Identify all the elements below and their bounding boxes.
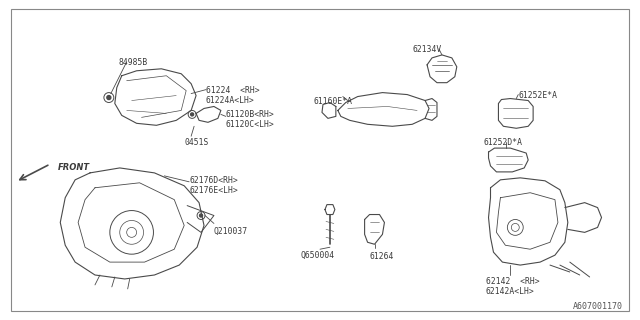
Text: 61224  <RH>: 61224 <RH> xyxy=(206,86,260,95)
Text: 61252E*A: 61252E*A xyxy=(518,91,557,100)
Text: 62134V: 62134V xyxy=(412,45,442,54)
Text: 61264: 61264 xyxy=(369,252,394,261)
Text: 62176D<RH>: 62176D<RH> xyxy=(189,176,238,185)
Text: 61224A<LH>: 61224A<LH> xyxy=(206,96,255,105)
Text: Q650004: Q650004 xyxy=(300,251,334,260)
Circle shape xyxy=(200,214,202,217)
Text: 62142A<LH>: 62142A<LH> xyxy=(486,287,534,296)
Text: 84985B: 84985B xyxy=(119,58,148,67)
Text: 61160E*A: 61160E*A xyxy=(313,97,352,106)
Text: Q210037: Q210037 xyxy=(214,228,248,236)
Circle shape xyxy=(107,96,111,100)
Text: FRONT: FRONT xyxy=(58,164,90,172)
Text: 62176E<LH>: 62176E<LH> xyxy=(189,186,238,195)
Text: 61120C<LH>: 61120C<LH> xyxy=(226,120,275,129)
Text: 61120B<RH>: 61120B<RH> xyxy=(226,110,275,119)
Text: 62142  <RH>: 62142 <RH> xyxy=(486,277,539,286)
Circle shape xyxy=(191,113,194,116)
Text: 61252D*A: 61252D*A xyxy=(484,138,523,147)
Text: 0451S: 0451S xyxy=(184,138,209,147)
Text: A607001170: A607001170 xyxy=(572,302,622,311)
